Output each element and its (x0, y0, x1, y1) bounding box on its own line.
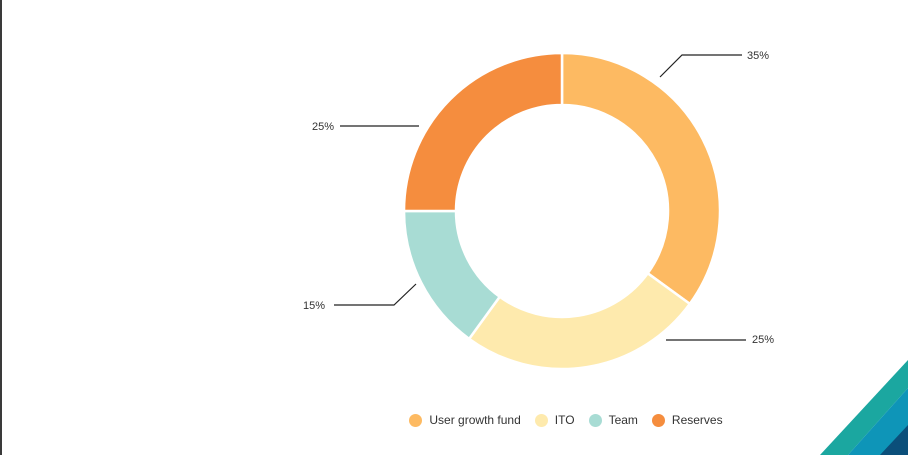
corner-stripe-dark (880, 425, 908, 455)
donut-slice-ito (467, 271, 692, 371)
value-label-user-growth-fund: 35% (747, 50, 769, 62)
legend-item-team: Team (588, 413, 638, 427)
legend-item-user-growth-fund: User growth fund (409, 413, 521, 427)
left-border-line (0, 0, 2, 455)
corner-decoration (820, 360, 908, 455)
legend-swatch-user-growth-fund (409, 413, 423, 427)
value-label-reserves: 25% (312, 121, 334, 133)
value-label-team: 15% (303, 300, 325, 312)
corner-stripe-blue (848, 388, 908, 455)
legend-label-user-growth-fund: User growth fund (429, 413, 521, 427)
leader-line-team (334, 283, 417, 306)
legend-swatch-reserves (651, 413, 665, 427)
legend-label-team: Team (608, 413, 638, 427)
leader-line-user-growth-fund (659, 54, 742, 78)
value-labels: 35% 25% 15% 25% (303, 50, 774, 346)
donut-slice-reserves (402, 51, 564, 213)
legend-item-ito: ITO (534, 413, 575, 427)
legend-label-reserves: Reserves (671, 413, 723, 427)
legend-swatch-team (588, 413, 602, 427)
value-label-ito: 25% (752, 334, 774, 346)
chart-legend: User growth fund ITO Team Reserves (0, 413, 908, 427)
leader-lines (334, 54, 746, 341)
legend-item-reserves: Reserves (651, 413, 723, 427)
donut-slices (402, 51, 722, 371)
donut-slice-user-growth-fund (560, 51, 722, 306)
corner-stripe-teal (820, 360, 908, 455)
legend-swatch-ito (534, 413, 548, 427)
legend-label-ito: ITO (554, 413, 575, 427)
